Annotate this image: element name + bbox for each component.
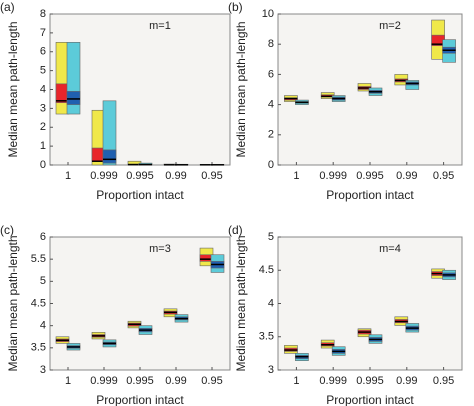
inner-box [102,149,117,164]
x-tick-label: 0.99 [396,170,417,182]
x-tick-label: 0.95 [433,170,454,182]
y-tick-label: 8 [268,38,274,50]
y-tick-label: 3 [268,364,274,376]
x-tick-label: 0.99 [165,375,186,387]
annotation: m=2 [379,20,401,32]
y-tick-label: 3 [40,102,46,114]
y-tick-label: 8 [40,8,46,20]
annotation: m=4 [379,243,401,255]
x-tick-label: 0.995 [356,170,384,182]
x-tick-label: 1 [65,170,71,182]
x-tick-label: 0.95 [433,375,454,387]
x-tick-label: 0.95 [201,170,222,182]
x-tick-label: 0.999 [319,170,347,182]
outer-box [102,100,117,166]
y-tick-label: 3.5 [259,331,274,343]
annotation: m=1 [149,20,171,32]
y-axis-label: Median mean path-length [234,235,248,371]
x-axis-label: Proportion intact [326,393,414,406]
y-axis-label: Median mean path-length [6,235,20,371]
y-tick-label: 6 [268,68,274,80]
x-tick-label: 0.995 [356,375,384,387]
y-tick-label: 4 [268,99,274,111]
y-axis-label: Median mean path-length [6,21,20,157]
panel-label: (c) [0,223,14,237]
y-tick-label: 4.5 [259,264,274,276]
x-tick-label: 1 [293,170,299,182]
y-tick-label: 4 [40,320,46,332]
x-tick-label: 0.995 [126,375,154,387]
y-axis-label: Median mean path-length [234,21,248,157]
plot-area [277,236,463,371]
panel-label: (a) [0,0,15,14]
y-tick-label: 4 [268,297,274,309]
x-tick-label: 0.99 [396,375,417,387]
y-tick-label: 4.5 [31,297,46,309]
panel-label: (d) [228,223,243,237]
y-tick-label: 3 [40,364,46,376]
x-tick-label: 0.95 [201,375,222,387]
annotation: m=3 [149,243,171,255]
x-axis-label: Proportion intact [96,393,184,406]
inner-box [66,91,81,105]
x-tick-label: 1 [65,375,71,387]
x-tick-label: 0.999 [90,375,118,387]
y-tick-label: 7 [40,27,46,39]
y-tick-label: 5 [40,275,46,287]
x-tick-label: 1 [293,375,299,387]
x-tick-label: 0.99 [165,170,186,182]
y-tick-label: 4 [40,83,46,95]
x-tick-label: 0.999 [90,170,118,182]
y-tick-label: 5 [268,231,274,243]
y-tick-label: 5.5 [31,253,46,265]
y-tick-label: 6 [40,46,46,58]
y-tick-label: 2 [40,121,46,133]
y-tick-label: 1 [40,140,46,152]
panel-label: (b) [228,0,243,14]
y-tick-label: 3.5 [31,342,46,354]
x-axis-label: Proportion intact [96,188,184,202]
x-tick-label: 0.995 [126,170,154,182]
y-tick-label: 2 [268,129,274,141]
y-tick-label: 0 [40,159,46,171]
x-tick-label: 0.999 [319,375,347,387]
x-axis-label: Proportion intact [326,188,414,202]
y-tick-label: 5 [40,65,46,77]
y-tick-label: 6 [40,231,46,243]
y-tick-label: 0 [268,159,274,171]
y-tick-label: 10 [262,8,274,20]
